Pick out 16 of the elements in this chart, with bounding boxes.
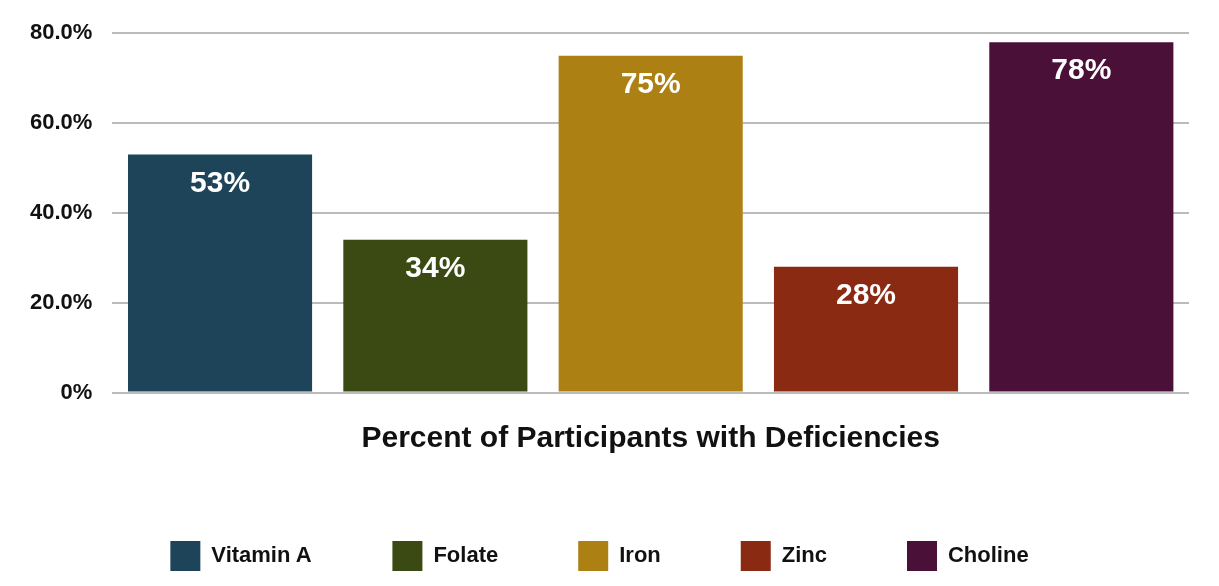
legend-label: Vitamin A [211,542,312,568]
legend-label: Zinc [781,542,827,568]
y-tick-label: 40.0% [29,198,93,224]
legend-label: Folate [433,542,499,568]
legend-label: Iron [619,542,661,568]
y-tick-label: 60.0% [29,109,93,135]
y-tick-label: 80.0% [29,19,93,45]
y-tick-label: 20.0% [29,288,93,314]
data-label: 78% [1051,52,1112,86]
data-label: 34% [405,250,466,284]
y-tick-label: 0% [60,378,93,404]
legend-label: Choline [947,542,1029,568]
data-label: 53% [190,164,251,198]
x-axis-title: Percent of Participants with Deficiencies [361,420,940,454]
data-label: 75% [620,65,681,99]
data-label: 28% [835,277,897,311]
